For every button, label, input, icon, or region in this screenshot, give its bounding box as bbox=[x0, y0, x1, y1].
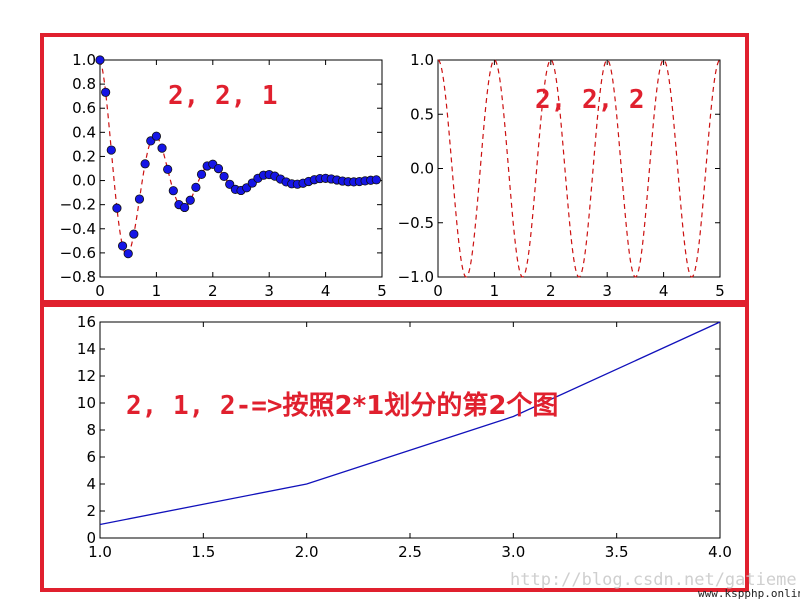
data-point bbox=[123, 249, 133, 259]
axes-frame bbox=[99, 321, 721, 539]
x-tick-label: 0 bbox=[433, 282, 443, 300]
y-tick-label: −0.4 bbox=[60, 220, 96, 238]
x-tick-label: 2 bbox=[208, 282, 218, 300]
data-point bbox=[191, 182, 201, 192]
y-tick-label: 1.0 bbox=[410, 51, 434, 69]
y-tick-label: 0.5 bbox=[410, 105, 434, 123]
subplot-221-annotation: 2, 2, 1 bbox=[168, 81, 278, 111]
data-point bbox=[106, 145, 116, 155]
subplot-212: 1.0 1.5 2.0 2.5 3.0 3.5 4.0 0 2 4 6 8 10 12 14 16 2, 1,… bbox=[77, 313, 732, 561]
x-tick-label: 5 bbox=[377, 282, 387, 300]
y-tick-label: 6 bbox=[86, 448, 96, 466]
bottom-row-highlight-box bbox=[40, 303, 749, 592]
subplot-221: 0 1 2 3 4 5 −0.8 −0.6 −0.4 −0.2 0.0 0.2 0.4 0.6 0.8 1.0… bbox=[60, 51, 387, 300]
y-tick-label: 0.4 bbox=[72, 123, 96, 141]
data-point bbox=[129, 229, 139, 239]
data-point bbox=[185, 195, 195, 205]
data-point bbox=[219, 171, 229, 182]
axes-frame bbox=[437, 59, 721, 278]
footer-site: www.kspphp.online bbox=[698, 587, 800, 600]
subplot-222: 0 1 2 3 4 5 −1.0 −0.5 0.0 0.5 1.0 2, 2, 2 bbox=[398, 51, 725, 300]
data-point bbox=[117, 241, 128, 251]
data-point bbox=[112, 203, 122, 213]
x-tick-label: 0 bbox=[95, 282, 105, 300]
y-tick-label: 0.0 bbox=[72, 172, 96, 190]
y-tick-label: 8 bbox=[86, 421, 96, 439]
data-point bbox=[101, 87, 111, 97]
data-point bbox=[95, 55, 105, 65]
x-tick-label: 3.0 bbox=[501, 543, 525, 561]
x-tick-label: 3 bbox=[264, 282, 274, 300]
data-point bbox=[134, 194, 145, 204]
data-point bbox=[371, 175, 381, 185]
x-tick-label: 1.0 bbox=[88, 543, 112, 561]
x-tick-label: 2.0 bbox=[295, 543, 319, 561]
data-point bbox=[213, 164, 224, 174]
y-tick-label: 2 bbox=[86, 502, 96, 520]
damped-cosine-markers bbox=[95, 55, 381, 259]
y-tick-label: 16 bbox=[77, 313, 96, 331]
x-tick-label: 1.5 bbox=[191, 543, 215, 561]
x-tick-label: 1 bbox=[152, 282, 162, 300]
x-tick-label: 4 bbox=[321, 282, 331, 300]
data-point bbox=[180, 202, 190, 213]
y-tick-label: −0.8 bbox=[60, 268, 96, 286]
axes-ticks: 0 1 2 3 4 5 −0.8 −0.6 −0.4 −0.2 0.0 0.2 0.4 0.6 0.8 1.0 bbox=[60, 51, 387, 300]
y-tick-label: −0.5 bbox=[398, 214, 434, 232]
x-tick-label: 2.5 bbox=[398, 543, 422, 561]
data-point bbox=[168, 186, 178, 196]
y-tick-label: 12 bbox=[77, 367, 96, 385]
y-tick-label: 14 bbox=[77, 340, 96, 358]
x-tick-label: 3.5 bbox=[605, 543, 629, 561]
cosine-dashed-line bbox=[437, 59, 721, 278]
y-tick-label: 0.6 bbox=[72, 99, 96, 117]
subplot-222-annotation: 2, 2, 2 bbox=[535, 85, 645, 115]
y-tick-label: −0.2 bbox=[60, 196, 96, 214]
y-tick-label: −1.0 bbox=[398, 268, 434, 286]
axes-ticks: 1.0 1.5 2.0 2.5 3.0 3.5 4.0 0 2 4 6 8 10 12 14 16 bbox=[77, 313, 732, 561]
data-point bbox=[225, 179, 235, 189]
square-values-line bbox=[99, 321, 721, 526]
watermark: http://blog.csdn.net/gatieme bbox=[510, 570, 797, 590]
subplot-212-annotation: 2, 1, 2-=>按照2*1划分的第2个图 bbox=[126, 390, 558, 421]
x-tick-label: 1 bbox=[490, 282, 500, 300]
x-tick-label: 5 bbox=[715, 282, 725, 300]
x-tick-label: 3 bbox=[602, 282, 612, 300]
y-tick-label: 0.2 bbox=[72, 147, 96, 165]
x-tick-label: 4 bbox=[659, 282, 669, 300]
annotation-text: 按照2*1划分的第2个图 bbox=[283, 390, 559, 421]
data-point bbox=[196, 169, 207, 179]
y-tick-label: 0 bbox=[86, 529, 96, 547]
y-tick-label: 10 bbox=[77, 394, 96, 412]
y-tick-label: 0.8 bbox=[72, 75, 96, 93]
axes-frame bbox=[99, 59, 383, 278]
y-tick-label: 4 bbox=[86, 475, 96, 493]
x-tick-label: 4.0 bbox=[708, 543, 732, 561]
data-point bbox=[151, 131, 161, 141]
data-point bbox=[140, 159, 150, 169]
y-tick-label: 0.0 bbox=[410, 160, 434, 178]
top-row-highlight-box bbox=[40, 33, 749, 304]
data-point bbox=[163, 164, 173, 174]
annotation-prefix: 2, 1, 2-=> bbox=[126, 391, 283, 421]
x-tick-label: 2 bbox=[546, 282, 556, 300]
data-point bbox=[157, 143, 167, 153]
y-tick-label: 1.0 bbox=[72, 51, 96, 69]
axes-ticks: 0 1 2 3 4 5 −1.0 −0.5 0.0 0.5 1.0 bbox=[398, 51, 725, 300]
y-tick-label: −0.6 bbox=[60, 244, 96, 262]
